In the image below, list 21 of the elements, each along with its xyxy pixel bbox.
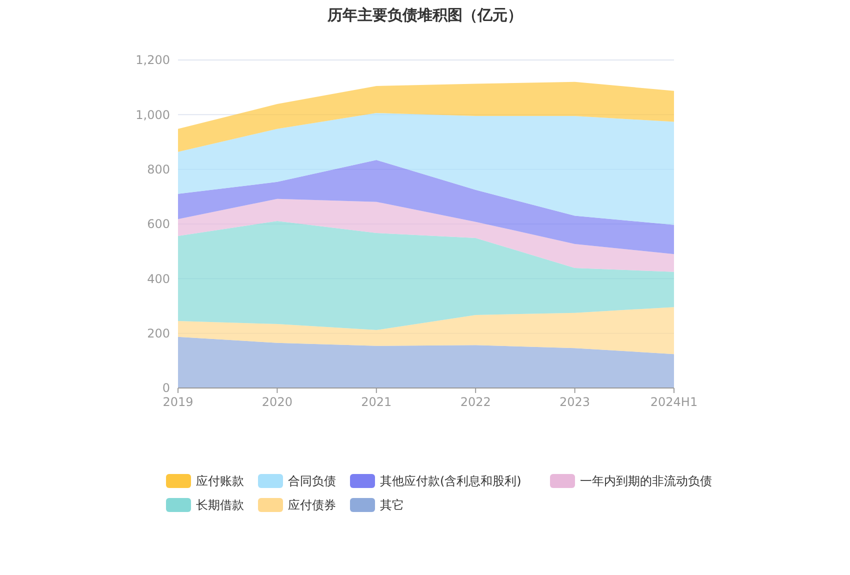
legend-label: 应付债券 — [288, 498, 336, 512]
legend-label: 其它 — [380, 498, 404, 512]
x-tick-label: 2020 — [262, 395, 292, 409]
y-tick-label: 800 — [147, 162, 170, 177]
y-tick-label: 1,200 — [136, 53, 170, 68]
y-tick-label: 0 — [162, 381, 170, 396]
y-tick-label: 400 — [147, 272, 170, 286]
legend-label: 其他应付款(含利息和股利) — [380, 474, 522, 488]
legend-label: 长期借款 — [196, 498, 244, 512]
x-tick-label: 2022 — [460, 395, 491, 409]
x-tick-label: 2021 — [361, 395, 392, 409]
x-tick-label: 2024H1 — [650, 395, 698, 409]
y-tick-label: 600 — [147, 217, 170, 232]
chart-title: 历年主要负债堆积图（亿元） — [326, 6, 522, 24]
legend-label: 应付账款 — [196, 474, 244, 488]
legend-label: 一年内到期的非流动负债 — [580, 474, 712, 488]
y-tick-label: 1,000 — [136, 108, 170, 122]
legend-label: 合同负债 — [288, 474, 336, 488]
x-tick-label: 2023 — [560, 395, 590, 409]
x-tick-label: 2019 — [162, 395, 194, 409]
y-tick-label: 200 — [147, 326, 170, 341]
